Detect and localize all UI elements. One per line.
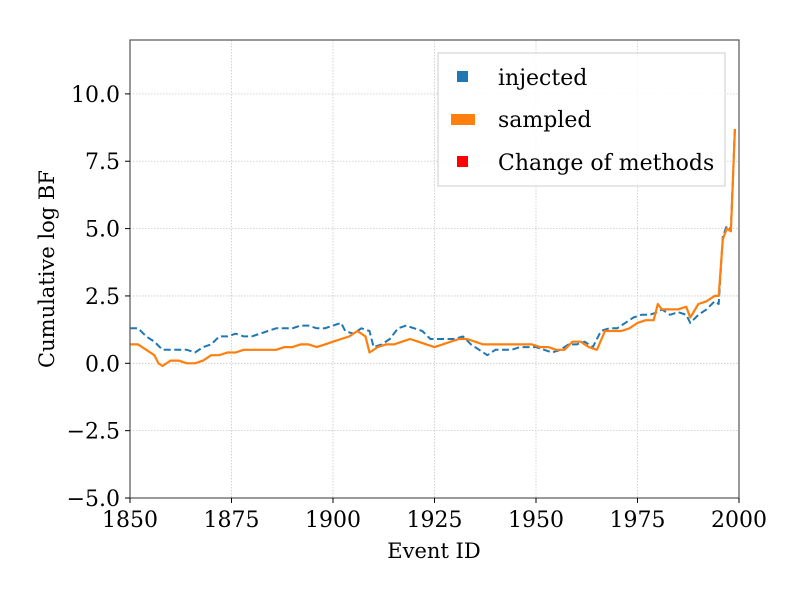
y-axis-label: Cumulative log BF [35, 170, 59, 368]
x-tick-label: 1975 [610, 508, 666, 533]
x-tick-label: 1925 [407, 508, 463, 533]
y-tick-label: 0.0 [85, 352, 120, 377]
x-tick-label: 1950 [508, 508, 564, 533]
legend-box [437, 52, 726, 187]
legend-marker-change-of-methods [457, 156, 468, 167]
legend-label-sampled: sampled [498, 108, 592, 133]
y-tick-label: 2.5 [85, 285, 120, 310]
y-tick-label: 7.5 [85, 150, 120, 175]
x-tick-label: 1875 [204, 508, 260, 533]
y-axis: −5.0 −2.5 0.0 2.5 5.0 7.5 10.0 [67, 83, 130, 512]
y-tick-label: 5.0 [85, 218, 120, 243]
series-line-sampled [130, 128, 736, 368]
legend: injected sampled Change of methods [437, 52, 726, 187]
legend-marker-injected [457, 71, 468, 82]
x-axis-label: Event ID [387, 539, 480, 563]
legend-label-injected: injected [498, 66, 587, 91]
legend-marker-sampled [451, 114, 475, 125]
x-tick-label: 2000 [711, 508, 767, 533]
y-tick-label: −2.5 [67, 420, 120, 445]
y-tick-label: 10.0 [71, 83, 120, 108]
y-tick-label: −5.0 [67, 487, 120, 512]
legend-label-change-of-methods: Change of methods [498, 151, 714, 176]
series-layer [130, 128, 736, 368]
x-axis: 1850 1875 1900 1925 1950 1975 2000 [102, 498, 767, 533]
x-tick-label: 1900 [305, 508, 361, 533]
x-tick-label: 1850 [102, 508, 158, 533]
